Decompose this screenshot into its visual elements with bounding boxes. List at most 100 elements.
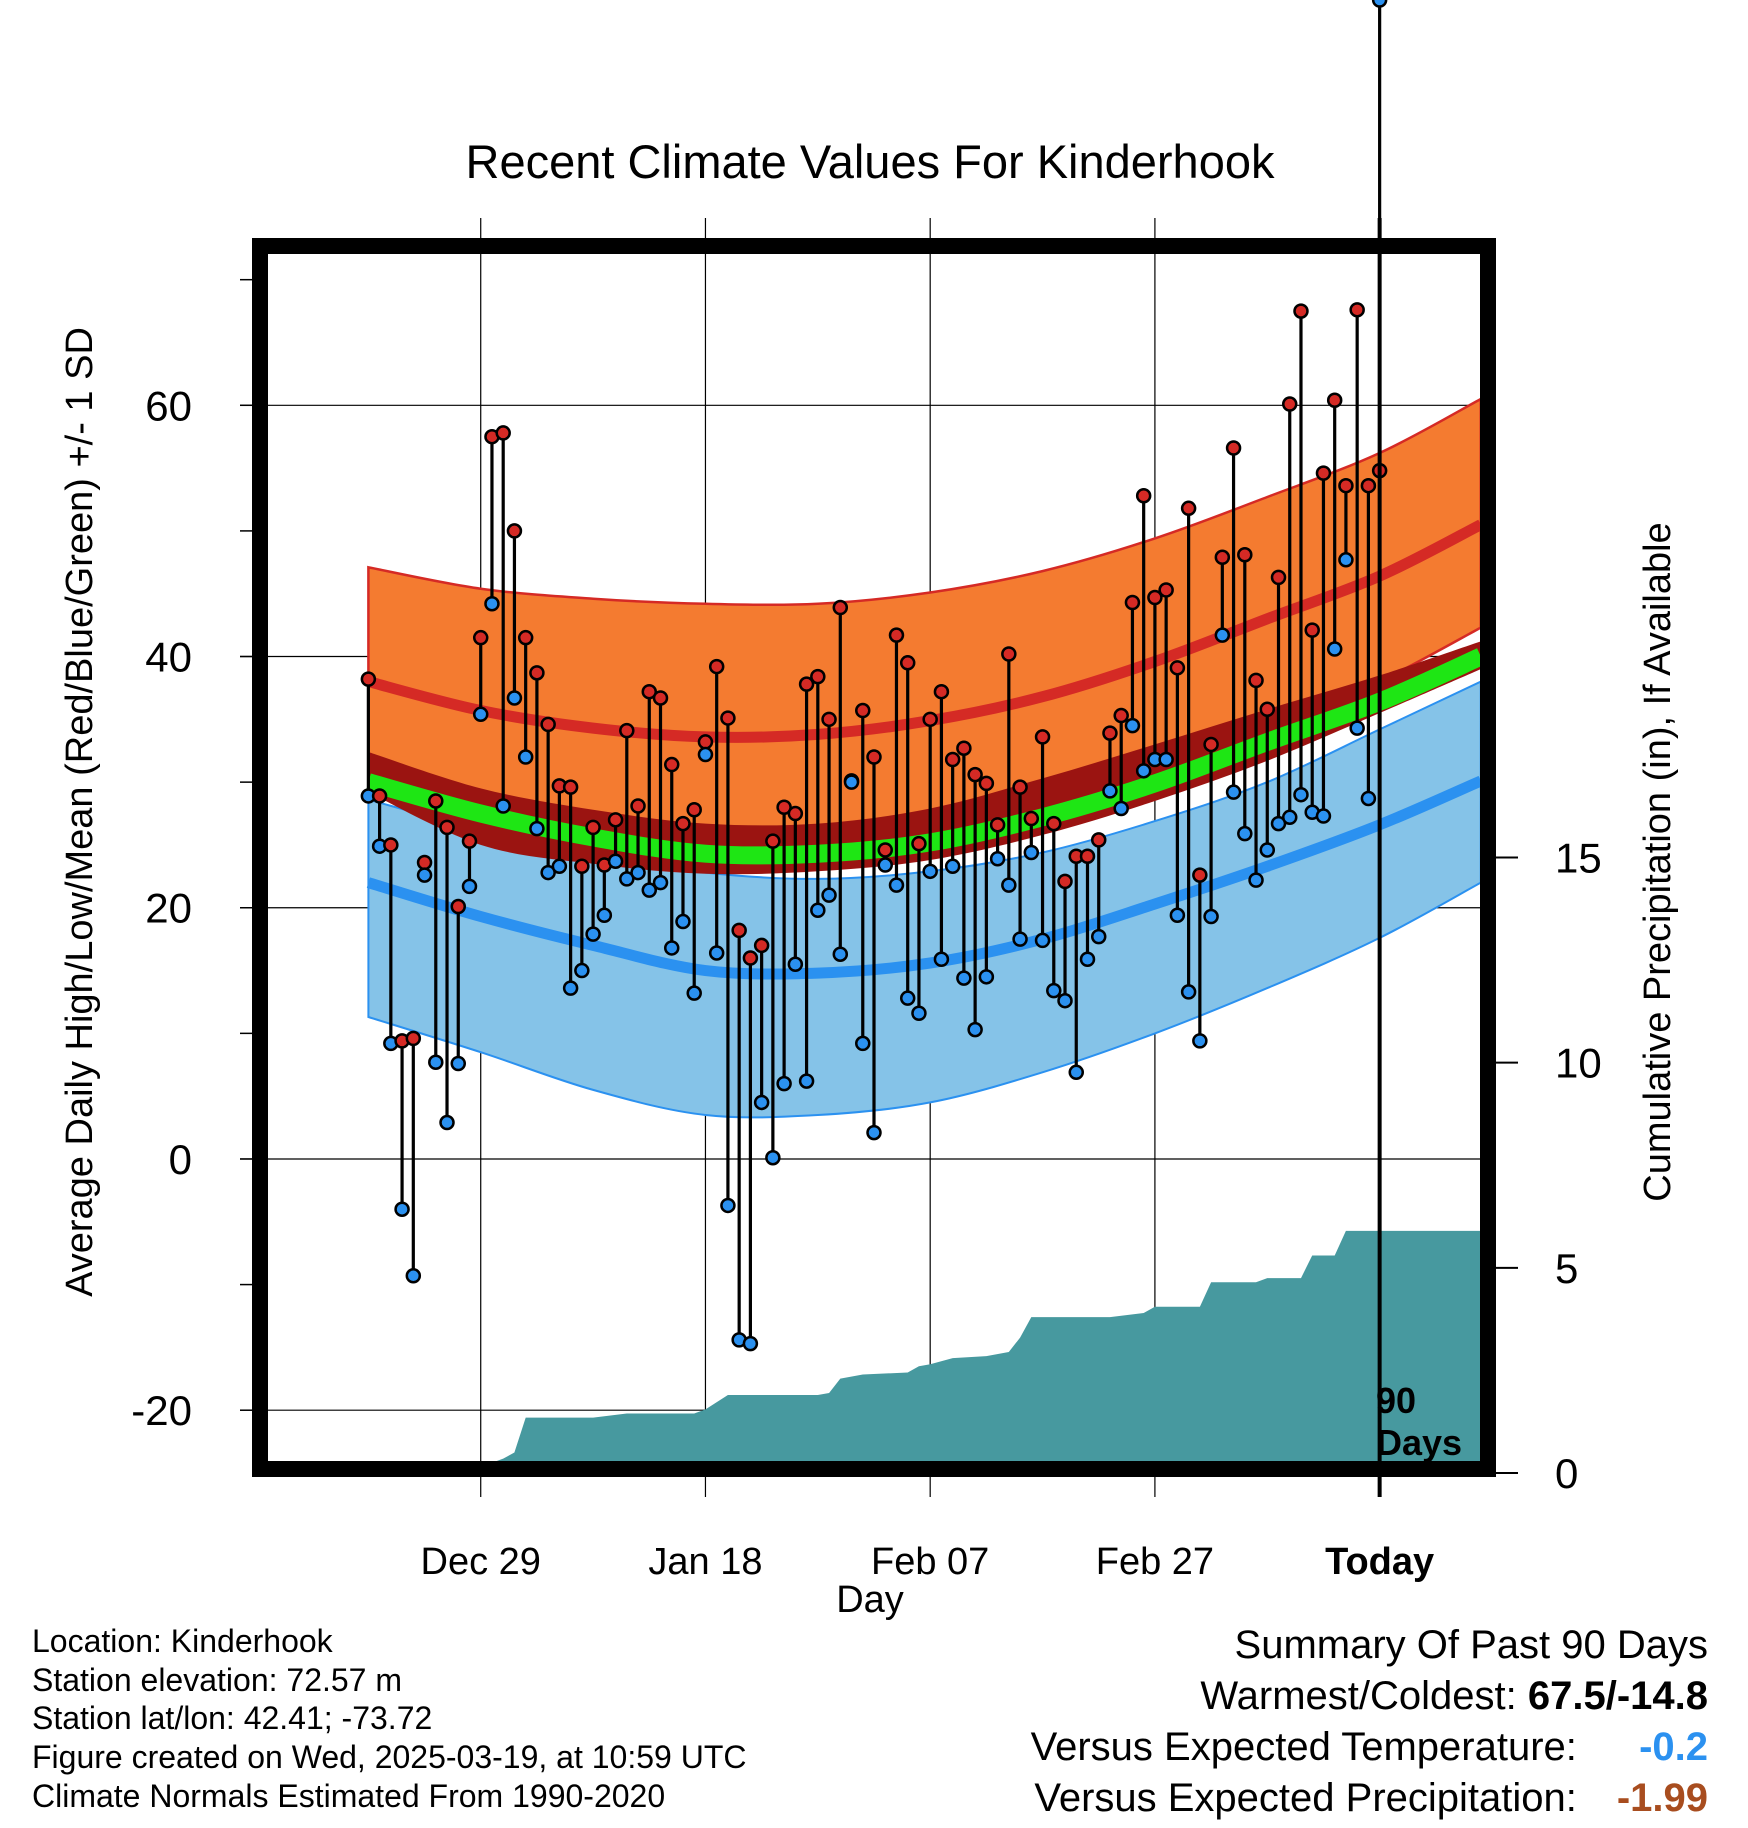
precipitation-label: Versus Expected Precipitation: (1034, 1776, 1577, 1820)
obs-low-point (821, 887, 837, 903)
obs-high-point (1169, 660, 1186, 676)
obs-low-point (1113, 800, 1129, 817)
y-left-tick-label: 0 (169, 1136, 192, 1183)
obs-high-point (383, 837, 399, 853)
obs-high-point (1304, 622, 1320, 638)
obs-low-point (551, 858, 568, 875)
obs-high-point (1315, 465, 1332, 481)
x-tick-label: Feb 27 (1096, 1541, 1214, 1583)
obs-high-point (562, 779, 579, 795)
info-created: Figure created on Wed, 2025-03-19, at 10… (32, 1739, 747, 1776)
precipitation-value: -1.99 (1616, 1776, 1708, 1820)
obs-low-point (1360, 790, 1377, 807)
y-right-tick-label: 10 (1555, 1040, 1602, 1087)
cumulative-precip-area (489, 1230, 1481, 1465)
obs-low-point (439, 1114, 455, 1131)
obs-high-point (810, 668, 826, 685)
obs-low-point (810, 902, 826, 919)
obs-low-point (866, 1124, 882, 1141)
obs-high-point (1326, 392, 1343, 409)
obs-low-point (1090, 928, 1107, 945)
obs-low-point (933, 951, 950, 967)
obs-low-point (596, 907, 613, 924)
obs-low-point (1158, 751, 1174, 768)
obs-high-point (1360, 477, 1377, 494)
obs-low-point (1124, 717, 1141, 734)
obs-low-point (1326, 641, 1343, 657)
obs-low-point (1079, 951, 1096, 967)
obs-high-point (1001, 646, 1017, 662)
obs-low-point (686, 985, 702, 1001)
obs-high-point (439, 819, 455, 836)
obs-high-point (675, 815, 691, 832)
obs-high-point (1158, 582, 1174, 598)
obs-high-point (821, 711, 837, 728)
obs-low-point (1023, 844, 1040, 861)
obs-low-point (495, 798, 511, 814)
y-left-tick-label: 20 (145, 885, 192, 932)
obs-high-point (540, 716, 556, 733)
obs-high-point (697, 734, 714, 750)
obs-high-point (428, 793, 444, 809)
obs-low-point (663, 940, 680, 956)
obs-high-point (1046, 815, 1062, 832)
obs-high-point (641, 683, 658, 700)
obs-low-point (1001, 877, 1017, 893)
obs-low-point (607, 853, 624, 870)
obs-low-point (585, 926, 601, 942)
obs-high-point (1237, 547, 1253, 563)
temperature-label: Versus Expected Temperature: (1030, 1725, 1577, 1769)
info-normals: Climate Normals Estimated From 1990-2020 (32, 1777, 666, 1814)
obs-high-point (1281, 396, 1298, 412)
obs-high-point (989, 817, 1006, 833)
obs-low-point (1046, 982, 1062, 999)
obs-high-point (416, 854, 433, 871)
obs-low-point (956, 970, 972, 986)
obs-high-point (798, 676, 815, 692)
info-elevation: Station elevation: 72.57 m (32, 1661, 403, 1698)
obs-high-point (652, 690, 669, 706)
obs-high-point (495, 425, 511, 441)
obs-low-point (517, 749, 534, 765)
obs-high-point (753, 937, 770, 954)
obs-low-point (506, 690, 523, 706)
obs-high-point (888, 627, 905, 643)
obs-high-point (1259, 701, 1276, 718)
obs-high-point (1214, 549, 1231, 566)
obs-low-point (1259, 842, 1276, 858)
obs-high-point (663, 756, 680, 773)
obs-low-point (765, 1149, 781, 1166)
precipitation-area (489, 1230, 1481, 1465)
obs-low-point (832, 946, 849, 962)
obs-high-point (619, 722, 635, 739)
obs-low-point (776, 1075, 792, 1092)
obs-high-point (1338, 477, 1354, 494)
obs-high-point (742, 950, 759, 966)
obs-low-point (1192, 1033, 1208, 1049)
obs-high-point (1034, 729, 1051, 745)
obs-high-point (1203, 736, 1219, 753)
obs-low-point (1034, 932, 1051, 949)
obs-low-point (540, 864, 556, 881)
obs-low-point (1281, 809, 1298, 826)
obs-low-point (944, 858, 961, 875)
y-right-tick-label: 5 (1555, 1245, 1578, 1292)
obs-high-point (405, 1030, 422, 1047)
axes: -20 0 20 40 60 0 5 10 15 Dec 29 Jan 18 Feb 07 Feb 27… (131, 218, 1602, 1583)
obs-high-point (708, 658, 725, 675)
obs-low-point (855, 1035, 871, 1052)
obs-high-point (731, 922, 747, 939)
x-tick-label: Today (1325, 1541, 1434, 1583)
summary-panel: Summary Of Past 90 Days Warmest/Coldest:… (1031, 1620, 1708, 1824)
obs-low-point (574, 962, 590, 979)
low-normal-mean-line (366, 775, 1483, 980)
obs-low-point (1057, 992, 1073, 1009)
obs-high-point (450, 898, 467, 915)
obs-low-point (1068, 1064, 1085, 1081)
obs-high-point (787, 805, 804, 822)
obs-high-point (1113, 707, 1129, 724)
observations (360, 0, 1388, 1352)
obs-high-point (360, 671, 377, 687)
obs-high-point (607, 812, 624, 828)
obs-low-point (630, 864, 646, 881)
